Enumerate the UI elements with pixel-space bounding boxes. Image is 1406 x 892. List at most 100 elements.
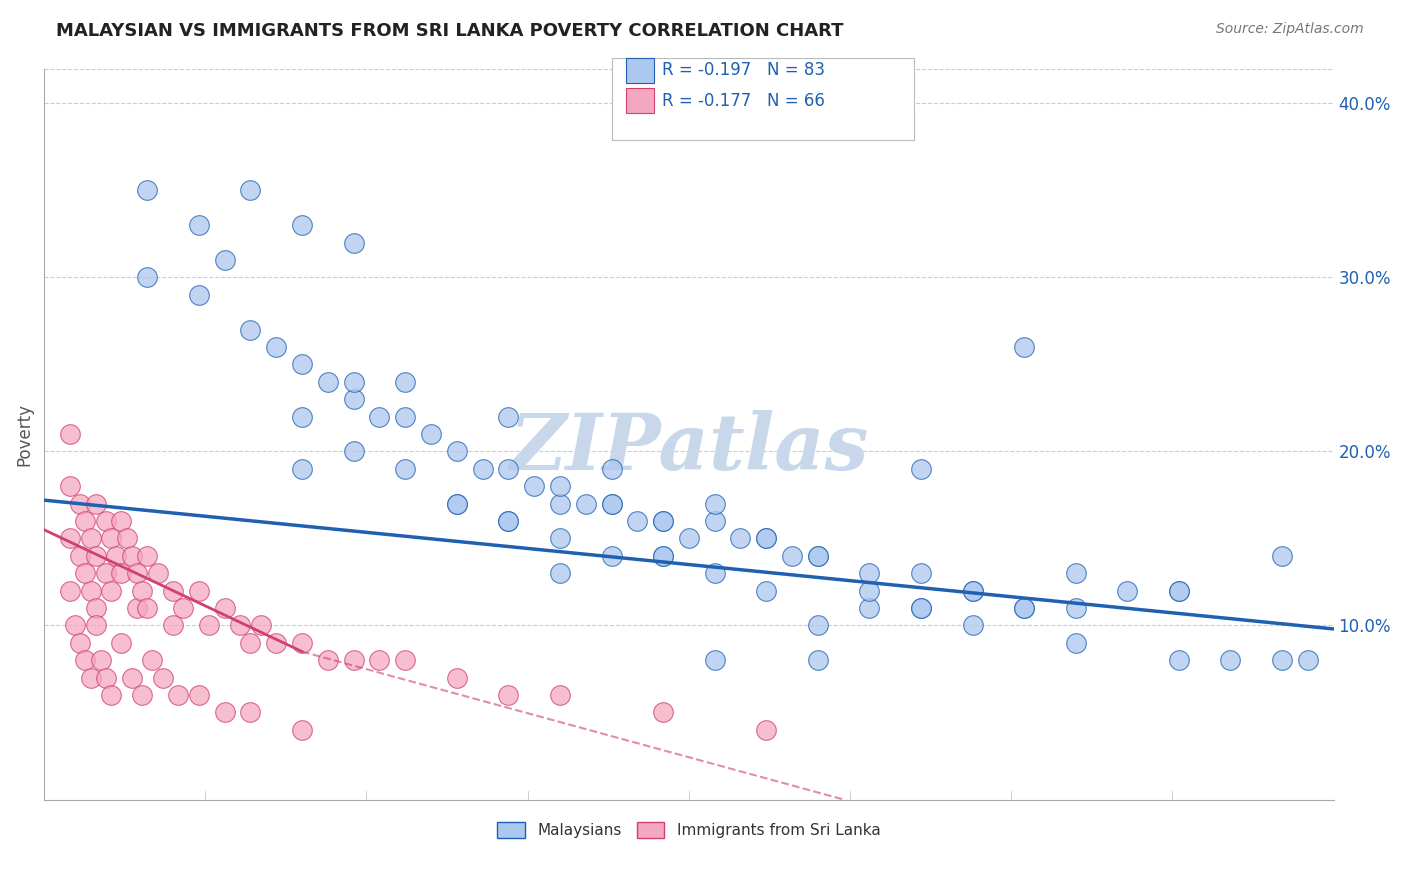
Point: [780, 549, 803, 563]
Point: [187, 287, 209, 301]
Point: [342, 653, 364, 667]
Point: [291, 723, 314, 737]
Point: [59, 532, 82, 546]
Point: [100, 583, 122, 598]
Text: R = -0.177   N = 66: R = -0.177 N = 66: [662, 92, 825, 110]
Point: [807, 618, 830, 632]
Point: [498, 409, 520, 424]
Point: [1064, 566, 1087, 581]
Point: [471, 462, 494, 476]
Point: [420, 427, 443, 442]
Point: [652, 706, 675, 720]
Point: [703, 566, 725, 581]
Point: [910, 601, 932, 615]
Point: [229, 618, 252, 632]
Point: [69, 636, 91, 650]
Point: [1167, 653, 1189, 667]
Text: MALAYSIAN VS IMMIGRANTS FROM SRI LANKA POVERTY CORRELATION CHART: MALAYSIAN VS IMMIGRANTS FROM SRI LANKA P…: [56, 22, 844, 40]
Point: [703, 653, 725, 667]
Point: [807, 549, 830, 563]
Point: [703, 497, 725, 511]
Point: [136, 549, 159, 563]
Point: [548, 479, 571, 493]
Point: [264, 340, 287, 354]
Point: [316, 375, 339, 389]
Point: [291, 409, 314, 424]
Point: [264, 636, 287, 650]
Point: [548, 497, 571, 511]
Point: [79, 671, 101, 685]
Point: [214, 706, 236, 720]
Point: [131, 583, 153, 598]
Point: [548, 532, 571, 546]
Point: [162, 618, 184, 632]
Point: [100, 532, 122, 546]
Point: [703, 514, 725, 528]
Point: [626, 514, 648, 528]
Point: [94, 514, 117, 528]
Point: [141, 653, 163, 667]
Point: [152, 671, 174, 685]
Point: [446, 497, 468, 511]
Point: [342, 235, 364, 250]
Point: [121, 671, 143, 685]
Point: [755, 532, 778, 546]
Point: [342, 392, 364, 407]
Point: [858, 583, 880, 598]
Point: [214, 252, 236, 267]
Point: [1271, 653, 1294, 667]
Point: [59, 583, 82, 598]
Point: [962, 583, 984, 598]
Point: [446, 497, 468, 511]
Point: [100, 688, 122, 702]
Point: [291, 636, 314, 650]
Point: [84, 618, 107, 632]
Point: [1271, 549, 1294, 563]
Point: [600, 549, 623, 563]
Point: [291, 218, 314, 232]
Point: [239, 183, 262, 197]
Point: [1012, 601, 1035, 615]
Point: [652, 514, 675, 528]
Point: [755, 723, 778, 737]
Legend: Malaysians, Immigrants from Sri Lanka: Malaysians, Immigrants from Sri Lanka: [491, 816, 886, 845]
Point: [110, 636, 132, 650]
Point: [94, 671, 117, 685]
Point: [63, 618, 86, 632]
Point: [394, 375, 416, 389]
Point: [125, 566, 148, 581]
Point: [1064, 636, 1087, 650]
Point: [172, 601, 194, 615]
Text: ZIPatlas: ZIPatlas: [509, 410, 869, 487]
Point: [75, 566, 97, 581]
Point: [755, 532, 778, 546]
Point: [239, 636, 262, 650]
Point: [394, 653, 416, 667]
Point: [342, 375, 364, 389]
Point: [59, 427, 82, 442]
Point: [84, 601, 107, 615]
Point: [575, 497, 598, 511]
Point: [75, 653, 97, 667]
Point: [239, 322, 262, 336]
Point: [115, 532, 138, 546]
Point: [652, 549, 675, 563]
Point: [1012, 601, 1035, 615]
Point: [146, 566, 169, 581]
Point: [652, 514, 675, 528]
Point: [368, 653, 391, 667]
Point: [110, 514, 132, 528]
Point: [652, 549, 675, 563]
Point: [807, 653, 830, 667]
Point: [1012, 340, 1035, 354]
Point: [446, 444, 468, 458]
Point: [125, 601, 148, 615]
Point: [291, 462, 314, 476]
Point: [858, 566, 880, 581]
Point: [394, 462, 416, 476]
Point: [291, 358, 314, 372]
Point: [1296, 653, 1319, 667]
Y-axis label: Poverty: Poverty: [15, 402, 32, 466]
Point: [198, 618, 221, 632]
Point: [187, 688, 209, 702]
